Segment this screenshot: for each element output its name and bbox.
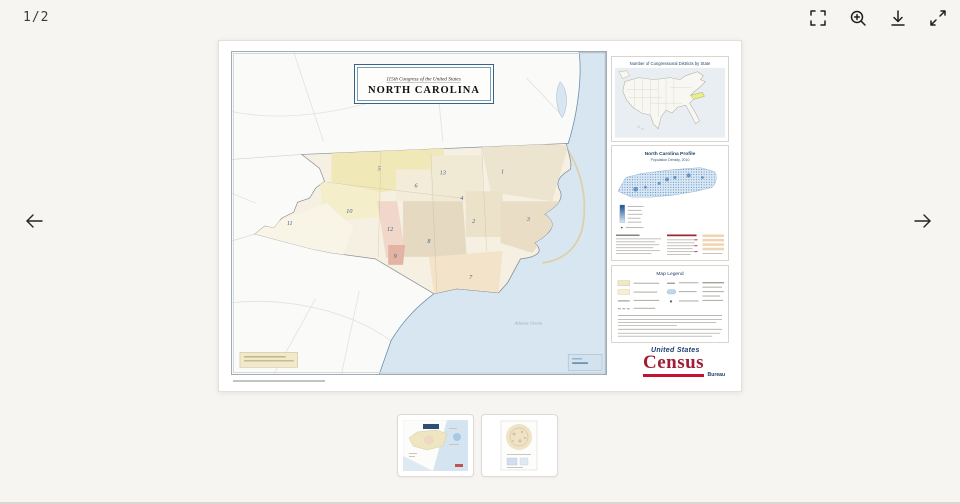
- district-label: 4: [460, 196, 463, 202]
- page-1-thumbnail-preview: [403, 420, 468, 471]
- district-label: 11: [287, 221, 293, 227]
- zoom-in-button[interactable]: [840, 1, 876, 37]
- fullscreen-icon: [808, 8, 828, 31]
- previous-page-button[interactable]: [15, 203, 53, 241]
- ocean-label: Atlantic Ocean: [514, 321, 543, 326]
- district-label: 1: [501, 169, 504, 175]
- district-label: 12: [387, 227, 393, 233]
- state-lines: [626, 78, 692, 117]
- download-button[interactable]: [880, 1, 916, 37]
- legend-notes: [617, 315, 723, 337]
- window-bottom-edge: [0, 502, 960, 504]
- inset-map-legend: Map Legend: [611, 265, 729, 343]
- logo-red-bar: [643, 373, 705, 377]
- census-bureau-logo: United States Census Bureau: [643, 347, 727, 378]
- district-label: 7: [469, 275, 473, 281]
- fullscreen-button[interactable]: [800, 1, 836, 37]
- main-map: 1 2 3 4 5 6 7 8 9 10 11 12 13 Atlantic O…: [231, 51, 607, 375]
- main-map-graphic: 1 2 3 4 5 6 7 8 9 10 11 12 13 Atlantic O…: [232, 52, 606, 375]
- logo-united-states: United States: [651, 347, 700, 354]
- logo-bureau: Bureau: [707, 372, 726, 378]
- expand-diagonal-icon: [928, 8, 948, 31]
- district-label: 6: [414, 183, 418, 189]
- next-page-button[interactable]: [904, 203, 942, 241]
- district-label: 8: [427, 239, 431, 245]
- district-numbers: 1 2 3 4 5 6 7 8 9 10 11 12 13: [287, 166, 530, 280]
- logo-census: Census: [643, 352, 705, 373]
- congress-subtitle: 115th Congress of the United States: [386, 75, 462, 83]
- page-indicator: 1/2: [23, 10, 50, 25]
- profile-tables: [615, 234, 725, 256]
- legend-rows: [617, 280, 725, 310]
- district-label: 5: [378, 166, 381, 172]
- hawaii-inset: [637, 125, 640, 128]
- nc-highlight: [690, 92, 705, 100]
- district-label: 3: [526, 217, 530, 223]
- arrow-left-icon: [23, 210, 45, 235]
- inset-districts-title: Number of Congressional Districts by Sta…: [630, 61, 711, 66]
- profile-graphic: North Carolina Profile Population Densit…: [615, 151, 725, 256]
- inset-state-profile: North Carolina Profile Population Densit…: [611, 145, 729, 261]
- district-label: 2: [472, 219, 475, 225]
- legend-title: Map Legend: [656, 271, 684, 277]
- alaska-inset: [618, 70, 631, 79]
- district-label: 9: [394, 254, 397, 260]
- chesapeake-water: [556, 81, 567, 119]
- district-shading: [254, 143, 571, 294]
- expand-button[interactable]: [920, 1, 956, 37]
- state-border-lines: [232, 154, 302, 242]
- download-icon: [888, 8, 908, 31]
- map-credits-microtext: [233, 380, 325, 382]
- district-label: 13: [440, 170, 446, 176]
- map-document-page[interactable]: 1 2 3 4 5 6 7 8 9 10 11 12 13 Atlantic O…: [218, 40, 742, 392]
- inset-districts-by-state: Number of Congressional Districts by Sta…: [611, 56, 729, 142]
- us-inset-graphic: Number of Congressional Districts by Sta…: [614, 61, 726, 138]
- outer-banks: [542, 146, 586, 264]
- toolbar: [800, 1, 956, 37]
- magnifier-plus-icon: [848, 8, 868, 31]
- profile-title: North Carolina Profile: [645, 151, 696, 157]
- page-2-thumbnail-preview: [500, 420, 538, 471]
- inset-scale-box: [567, 354, 603, 371]
- density-legend: [619, 204, 644, 229]
- map-title-banner: 115th Congress of the United States NORT…: [354, 64, 494, 104]
- scale-notes-box: [239, 352, 298, 368]
- hawaii-inset: [641, 127, 644, 130]
- profile-subtitle: Population Density, 2010: [651, 158, 690, 162]
- us-outline: [622, 71, 706, 130]
- page-2-thumbnail[interactable]: [481, 414, 558, 477]
- state-title: NORTH CAROLINA: [368, 84, 480, 96]
- density-map: [617, 167, 717, 198]
- district-label: 10: [346, 209, 352, 215]
- page-1-thumbnail[interactable]: [397, 414, 474, 477]
- legend-graphic: Map Legend: [617, 271, 725, 337]
- arrow-right-icon: [912, 210, 934, 235]
